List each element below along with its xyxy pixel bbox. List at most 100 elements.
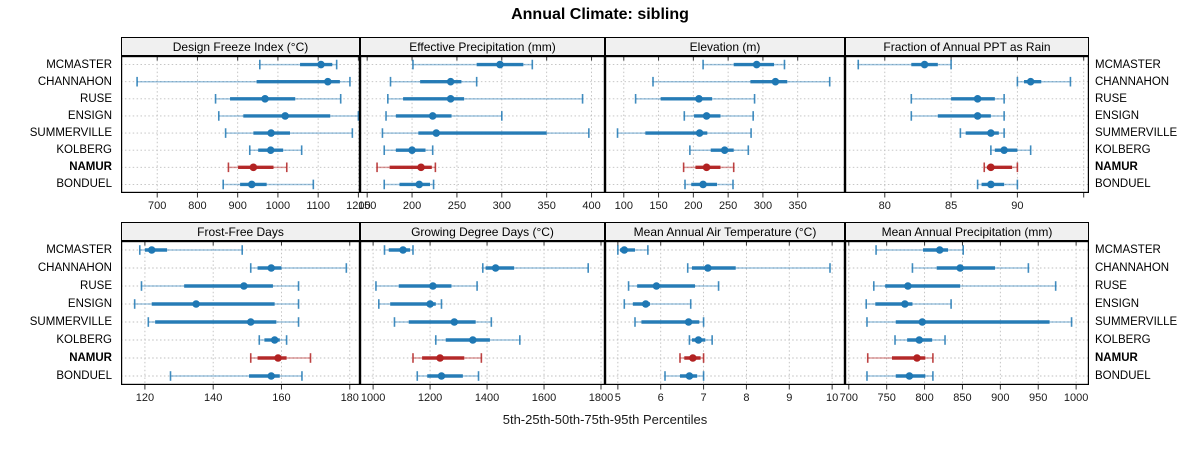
x-tick-label: 85 (945, 200, 957, 212)
station-label-left: RUSE (80, 280, 112, 292)
gridlines (605, 241, 845, 385)
x-tick-label: 200 (403, 200, 421, 212)
percentile-series-CHANNAHON (652, 76, 831, 87)
percentile-series-CHANNAHON (1016, 76, 1072, 87)
panel-header-label: Mean Annual Precipitation (mm) (881, 224, 1053, 239)
percentile-series-CHANNAHON (481, 263, 589, 273)
panel-header-label: Fraction of Annual PPT as Rain (883, 39, 1051, 54)
x-tick-label: 150 (358, 200, 376, 212)
gridlines (845, 241, 1089, 385)
percentile-series-KOLBERG (894, 335, 946, 345)
x-tick-label: 150 (649, 200, 667, 212)
x-tick-label: 800 (915, 392, 933, 404)
percentile-series-KOLBERG (990, 145, 1032, 155)
x-tick-label: 90 (1011, 200, 1023, 212)
station-label-right: ENSIGN (1095, 298, 1140, 310)
gridlines (121, 56, 360, 193)
percentile-series-RUSE (140, 281, 300, 291)
percentile-series-RUSE (872, 281, 1057, 291)
x-tick-label: 100 (615, 200, 633, 212)
percentile-series-MCMASTER (412, 59, 534, 70)
percentile-series-MCMASTER (617, 245, 649, 255)
x-tick-label: 160 (272, 392, 290, 404)
panel-header-label: Design Freeze Index (°C) (172, 39, 309, 54)
percentile-series-NAMUR (983, 162, 1019, 173)
station-label-right: BONDUEL (1095, 178, 1151, 191)
panel-header: Mean Annual Air Temperature (°C) (605, 222, 845, 241)
percentile-series-SUMMERVILLE (634, 317, 705, 327)
station-labels-left-row1: MCMASTER CHANNAHON RUSE ENSIGN SUMMERVILLE KO… (0, 56, 117, 193)
x-tick-label: 1800 (589, 392, 613, 404)
percentile-series-ENSIGN (217, 111, 360, 121)
percentile-series-MCMASTER (857, 59, 952, 70)
panel-header-label: Mean Annual Air Temperature (°C) (633, 224, 817, 239)
station-label-right: CHANNAHON (1095, 75, 1170, 88)
percentile-series-SUMMERVILLE (224, 128, 354, 138)
percentile-series-NAMUR (679, 353, 705, 363)
station-label-right: SUMMERVILLE (1095, 316, 1178, 328)
percentile-series-ENSIGN (385, 111, 503, 121)
percentile-series-ENSIGN (910, 111, 1005, 121)
percentile-series-NAMUR (227, 162, 288, 173)
panel-header: Elevation (m) (605, 37, 845, 56)
station-label-left: SUMMERVILLE (29, 316, 112, 328)
percentile-series-RUSE (387, 94, 584, 104)
percentile-series-NAMUR (866, 353, 934, 363)
station-label-left: BONDUEL (56, 370, 112, 382)
gridlines (360, 241, 605, 385)
percentile-series-SUMMERVILLE (381, 128, 590, 138)
panel-body (360, 241, 606, 386)
x-tick-label: 200 (684, 200, 702, 212)
percentile-series-ENSIGN (683, 111, 754, 121)
x-tick-label: 900 (229, 200, 247, 212)
x-axis-ticks: 120 140 160 180 (136, 385, 359, 404)
panel-body (121, 56, 361, 194)
x-tick-label: 400 (582, 200, 600, 212)
percentile-series-ENSIGN (865, 299, 952, 309)
percentile-series-BONDUEL (416, 371, 480, 381)
chart-title: Annual Climate: sibling (511, 6, 689, 23)
station-label-right: RUSE (1095, 92, 1127, 105)
panel-x-axis: 120 140 160 180 (121, 385, 360, 405)
percentile-series-NAMUR (412, 353, 483, 363)
x-tick-label: 1600 (532, 392, 556, 404)
percentile-series-SUMMERVILLE (959, 128, 1005, 138)
percentile-series-BONDUEL (383, 179, 435, 190)
panel-header: Fraction of Annual PPT as Rain (845, 37, 1089, 56)
panel-plot-area (121, 56, 361, 194)
percentile-series-NAMUR (376, 162, 437, 173)
station-label-left: NAMUR (69, 352, 112, 364)
percentile-series-MCMASTER (702, 59, 786, 70)
percentile-series-CHANNAHON (911, 263, 1030, 273)
station-label-right: BONDUEL (1095, 370, 1151, 382)
station-labels-right-row2: MCMASTER CHANNAHON RUSE ENSIGN SUMMERVILLE KO… (1090, 241, 1200, 385)
panel-x-axis: 5 6 7 8 9 10 (605, 385, 845, 405)
percentile-series-KOLBERG (248, 145, 303, 155)
station-label-left: KOLBERG (56, 144, 112, 157)
x-tick-label: 9 (786, 392, 792, 404)
station-label-left: RUSE (80, 92, 112, 105)
percentile-series-CHANNAHON (686, 263, 831, 273)
panel-plot-area (605, 56, 846, 194)
x-tick-label: 180 (341, 392, 359, 404)
station-label-right: ENSIGN (1095, 109, 1140, 122)
percentile-series-KOLBERG (383, 145, 434, 155)
station-label-left: CHANNAHON (37, 75, 112, 88)
percentile-series-KOLBERG (688, 335, 713, 345)
x-tick-label: 250 (448, 200, 466, 212)
x-tick-label: 1200 (418, 392, 442, 404)
percentile-series-RUSE (627, 281, 720, 291)
percentile-series-KOLBERG (689, 145, 750, 155)
station-labels-right-row1: MCMASTER CHANNAHON RUSE ENSIGN SUMMERVILLE KO… (1090, 56, 1200, 193)
percentile-series-NAMUR (682, 162, 735, 173)
x-tick-label: 300 (493, 200, 511, 212)
x-axis-ticks: 100 150 200 250 300 350 (615, 193, 807, 212)
panel-header: Mean Annual Precipitation (mm) (845, 222, 1089, 241)
x-tick-label: 1400 (475, 392, 499, 404)
x-tick-label: 700 (148, 200, 166, 212)
station-label-right: KOLBERG (1095, 144, 1151, 157)
panel-body (360, 56, 606, 194)
percentile-series-SUMMERVILLE (866, 317, 1073, 327)
x-axis-ticks: 150 200 250 300 350 400 (358, 193, 601, 212)
